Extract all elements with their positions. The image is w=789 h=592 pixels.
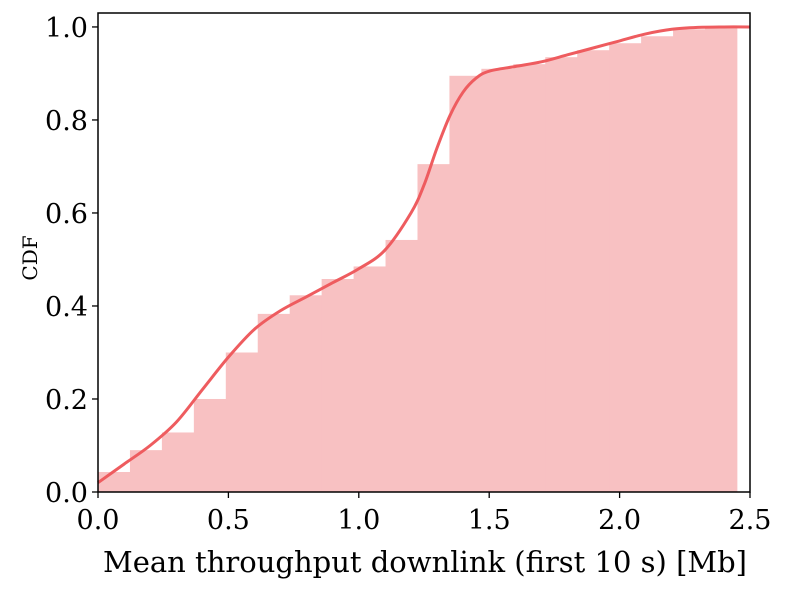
histogram-bar (417, 164, 450, 492)
y-tick-label: 0.6 (45, 199, 88, 230)
histogram-bar (481, 68, 514, 493)
x-tick-label: 0.0 (77, 505, 120, 536)
y-axis-label: CDF (18, 235, 42, 280)
histogram-bar (673, 29, 706, 492)
histogram-bars (98, 26, 738, 493)
y-axis-ticks: 0.0 0.2 0.4 0.6 0.8 1.0 (45, 13, 98, 509)
histogram-bar (449, 75, 482, 492)
histogram-bar (289, 295, 323, 492)
histogram-bar (321, 279, 354, 492)
histogram-bar (98, 472, 131, 492)
histogram-bar (609, 43, 642, 493)
histogram-bar (225, 352, 259, 492)
x-tick-label: 0.5 (207, 505, 250, 536)
histogram-bar (577, 50, 610, 492)
x-axis-label: Mean throughput downlink (first 10 s) [M… (103, 545, 747, 579)
x-axis-ticks: 0.0 0.5 1.0 1.5 2.0 2.5 (77, 492, 772, 536)
y-tick-label: 0.8 (45, 106, 88, 137)
plot-frame (97, 12, 751, 493)
histogram-bar (513, 64, 546, 493)
histogram-bar (257, 313, 291, 492)
histogram-bar (385, 239, 418, 492)
x-tick-label: 2.0 (598, 505, 641, 536)
histogram-bar (641, 36, 674, 492)
histogram-bar (193, 398, 227, 492)
kde-cdf-line (97, 25, 751, 484)
x-tick-label: 2.5 (729, 505, 772, 536)
histogram-bar (161, 432, 195, 492)
x-tick-label: 1.0 (337, 505, 380, 536)
y-tick-label: 1.0 (45, 13, 88, 44)
histogram-bar (545, 57, 578, 492)
y-tick-label: 0.4 (45, 292, 88, 323)
histogram-bar (705, 26, 738, 493)
y-tick-label: 0.2 (45, 385, 88, 416)
x-tick-label: 1.5 (468, 505, 511, 536)
histogram-bar (353, 266, 386, 492)
y-tick-label: 0.0 (45, 478, 88, 509)
